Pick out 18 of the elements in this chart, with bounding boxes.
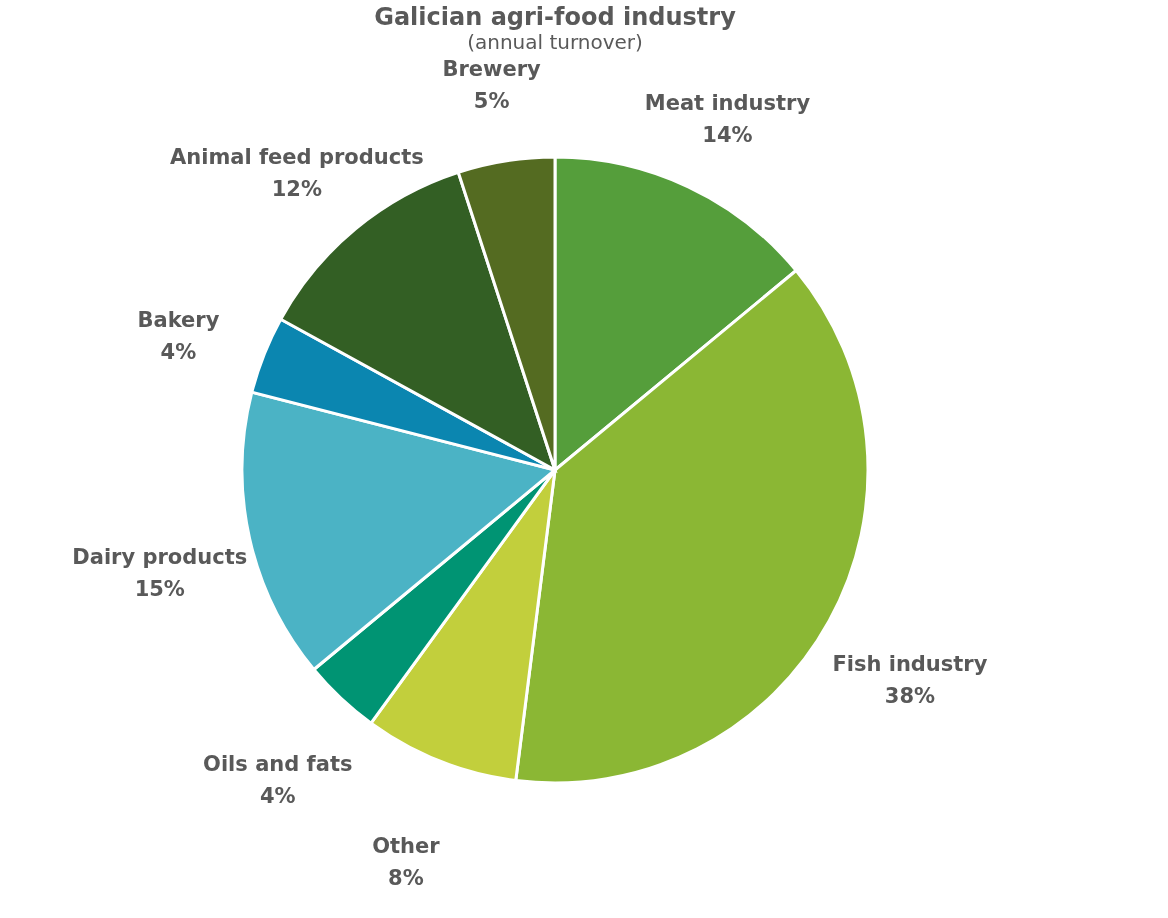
slice-label: Brewery [442,56,542,81]
data-label: 38% [884,684,936,709]
data-label: 8% [388,865,424,890]
chart-subtitle: (annual turnover) [467,29,643,54]
data-label: 5% [473,88,510,113]
chart-title: Galician agri-food industry [374,2,737,31]
slice-label: Other [372,833,441,858]
slice-label: Animal feed products [169,144,424,169]
slice-label: Meat industry [644,90,811,115]
slice-label: Bakery [137,307,220,332]
slice-label: Dairy products [72,545,248,570]
data-label: 15% [134,577,185,602]
data-label: 14% [702,122,753,147]
data-label: 4% [259,784,296,809]
slice-label: Oils and fats [203,752,353,777]
data-label: 12% [271,176,322,201]
data-label: 4% [160,339,197,364]
slice-label: Fish industry [832,652,988,677]
